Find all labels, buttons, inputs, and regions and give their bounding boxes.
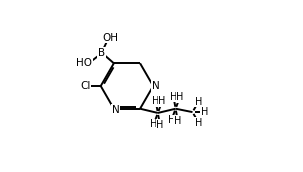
Text: Cl: Cl — [80, 81, 91, 91]
Text: N: N — [152, 81, 160, 91]
Text: B: B — [98, 48, 105, 58]
Text: HO: HO — [76, 58, 92, 68]
Text: H: H — [195, 96, 202, 106]
Text: N: N — [112, 105, 120, 115]
Text: H: H — [168, 115, 175, 125]
Text: H: H — [174, 116, 181, 126]
Text: H: H — [156, 120, 164, 130]
Text: H: H — [150, 119, 157, 129]
Text: OH: OH — [103, 33, 119, 43]
Text: H: H — [195, 118, 202, 128]
Text: H: H — [170, 92, 177, 102]
Text: H: H — [201, 107, 208, 117]
Text: H: H — [158, 96, 166, 106]
Text: H: H — [152, 96, 159, 106]
Text: H: H — [176, 92, 184, 102]
